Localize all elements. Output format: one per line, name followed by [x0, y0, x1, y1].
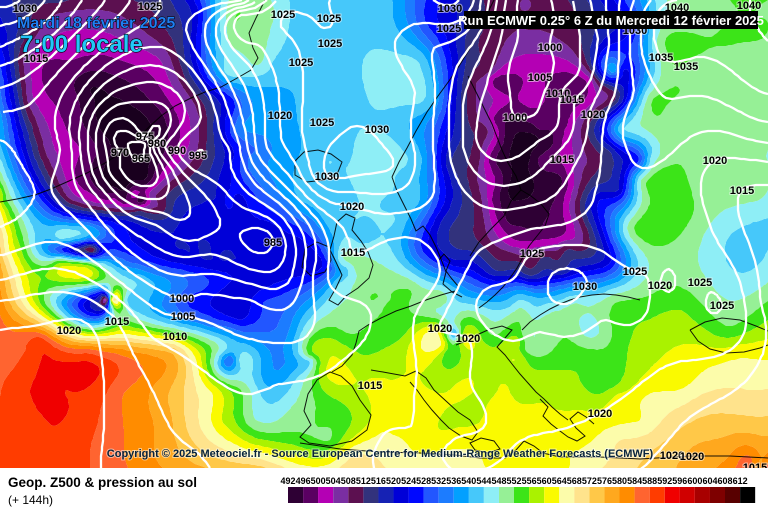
svg-text:1020: 1020 [581, 109, 605, 121]
svg-text:1030: 1030 [315, 171, 339, 183]
svg-text:1035: 1035 [649, 52, 673, 64]
svg-text:596: 596 [672, 476, 687, 486]
svg-text:1020: 1020 [428, 323, 452, 335]
svg-text:1020: 1020 [456, 333, 480, 345]
svg-text:1025: 1025 [520, 248, 544, 260]
svg-text:1025: 1025 [623, 266, 647, 278]
svg-text:1010: 1010 [163, 331, 187, 343]
svg-text:1020: 1020 [648, 280, 672, 292]
svg-text:532: 532 [431, 476, 446, 486]
svg-text:1025: 1025 [710, 300, 734, 312]
svg-text:572: 572 [582, 476, 597, 486]
svg-text:1035: 1035 [674, 61, 698, 73]
svg-text:1005: 1005 [171, 311, 195, 323]
svg-text:1040: 1040 [737, 0, 761, 12]
svg-text:588: 588 [642, 476, 657, 486]
svg-text:1025: 1025 [271, 9, 295, 21]
svg-text:Run ECMWF 0.25° 6 Z du Mercred: Run ECMWF 0.25° 6 Z du Mercredi 12 févri… [458, 13, 764, 28]
svg-text:980: 980 [148, 138, 166, 150]
svg-text:1000: 1000 [170, 293, 194, 305]
svg-text:990: 990 [168, 145, 186, 157]
svg-text:548: 548 [491, 476, 506, 486]
svg-text:508: 508 [341, 476, 356, 486]
svg-text:1030: 1030 [13, 3, 37, 15]
svg-text:544: 544 [476, 476, 491, 486]
svg-text:524: 524 [401, 476, 416, 486]
svg-text:612: 612 [733, 476, 748, 486]
svg-text:1025: 1025 [437, 23, 461, 35]
svg-text:528: 528 [416, 476, 431, 486]
svg-text:1025: 1025 [317, 13, 341, 25]
svg-text:985: 985 [264, 237, 282, 249]
svg-text:1020: 1020 [680, 451, 704, 463]
svg-text:Copyright © 2025 Meteociel.fr: Copyright © 2025 Meteociel.fr - Source E… [107, 448, 654, 460]
svg-text:556: 556 [522, 476, 537, 486]
svg-text:1030: 1030 [573, 281, 597, 293]
svg-text:1020: 1020 [703, 155, 727, 167]
svg-text:492: 492 [280, 476, 295, 486]
svg-text:500: 500 [311, 476, 326, 486]
svg-text:1015: 1015 [730, 185, 754, 197]
svg-text:1000: 1000 [538, 42, 562, 54]
svg-text:Geop. Z500 & pression au sol: Geop. Z500 & pression au sol [8, 475, 197, 490]
svg-text:1025: 1025 [318, 38, 342, 50]
svg-text:584: 584 [627, 476, 642, 486]
svg-text:1020: 1020 [660, 450, 684, 462]
svg-text:1010: 1010 [546, 88, 570, 100]
svg-text:592: 592 [657, 476, 672, 486]
svg-text:540: 540 [461, 476, 476, 486]
svg-text:1025: 1025 [289, 57, 313, 69]
svg-text:1025: 1025 [138, 1, 162, 13]
svg-text:600: 600 [687, 476, 702, 486]
svg-text:536: 536 [446, 476, 461, 486]
svg-text:965: 965 [132, 153, 150, 165]
svg-text:1015: 1015 [560, 94, 584, 106]
svg-text:1000: 1000 [503, 112, 527, 124]
svg-text:564: 564 [552, 476, 567, 486]
svg-text:Mardi 18 février 2025: Mardi 18 février 2025 [17, 15, 175, 32]
svg-text:516: 516 [371, 476, 386, 486]
svg-text:1015: 1015 [105, 316, 129, 328]
svg-text:1030: 1030 [438, 3, 462, 15]
svg-text:1015: 1015 [550, 154, 574, 166]
svg-text:576: 576 [597, 476, 612, 486]
svg-text:(+ 144h): (+ 144h) [8, 493, 53, 507]
svg-text:1015: 1015 [358, 380, 382, 392]
svg-text:1020: 1020 [340, 201, 364, 213]
svg-text:496: 496 [296, 476, 311, 486]
svg-text:580: 580 [612, 476, 627, 486]
svg-text:1025: 1025 [688, 277, 712, 289]
svg-text:970: 970 [111, 147, 129, 159]
svg-text:520: 520 [386, 476, 401, 486]
svg-text:568: 568 [567, 476, 582, 486]
svg-text:560: 560 [537, 476, 552, 486]
svg-text:552: 552 [506, 476, 521, 486]
svg-text:1005: 1005 [528, 72, 552, 84]
svg-text:7:00 locale: 7:00 locale [20, 31, 143, 58]
svg-text:604: 604 [702, 476, 717, 486]
svg-text:1025: 1025 [310, 117, 334, 129]
svg-text:1015: 1015 [341, 247, 365, 259]
svg-text:1020: 1020 [268, 110, 292, 122]
svg-text:1020: 1020 [57, 325, 81, 337]
svg-text:1020: 1020 [588, 408, 612, 420]
svg-text:504: 504 [326, 476, 341, 486]
svg-text:1030: 1030 [365, 124, 389, 136]
svg-text:608: 608 [717, 476, 732, 486]
svg-text:995: 995 [189, 150, 207, 162]
svg-text:512: 512 [356, 476, 371, 486]
svg-text:975: 975 [136, 131, 154, 143]
svg-text:1015: 1015 [24, 53, 48, 65]
